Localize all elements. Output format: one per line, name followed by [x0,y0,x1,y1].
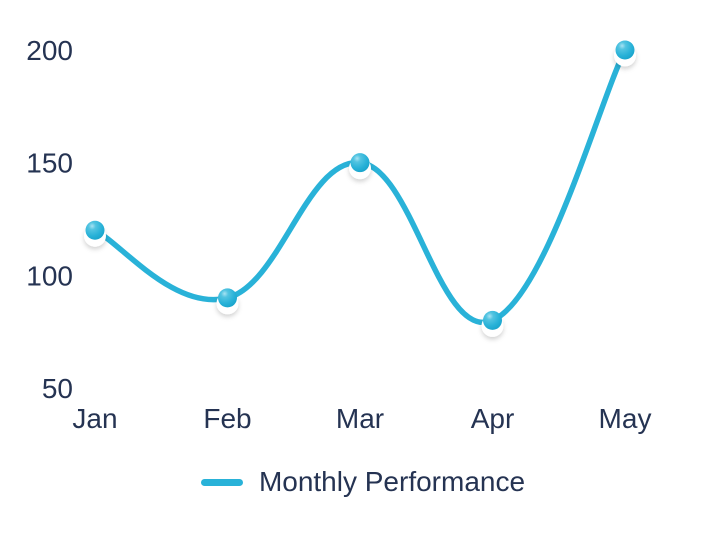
legend-item-monthly-performance[interactable]: Monthly Performance [200,466,526,498]
legend-line-swatch [200,478,243,486]
marker-ball [483,310,502,330]
x-axis-label: May [599,403,652,434]
data-point-marker[interactable] [216,288,239,315]
series-line-path [92,47,628,326]
data-point-marker[interactable] [349,153,371,180]
x-axis-label: Feb [203,403,251,434]
x-axis-label: Jan [72,403,117,434]
marker-ball [615,40,635,60]
y-tick-label: 50 [42,373,73,404]
data-point-marker[interactable] [84,220,106,247]
y-tick-label: 150 [26,148,73,179]
chart-legend: Monthly Performance [11,466,704,498]
legend-label: Monthly Performance [258,466,526,497]
data-point-marker[interactable] [481,310,504,337]
data-point-marker[interactable] [614,40,636,67]
y-tick-label: 100 [26,260,73,291]
marker-ball [218,288,237,308]
marker-ball [350,153,370,173]
y-tick-label: 200 [26,35,73,66]
x-axis-label: Mar [336,403,384,434]
x-axis-label: Apr [471,403,515,434]
marker-ball [85,220,105,240]
